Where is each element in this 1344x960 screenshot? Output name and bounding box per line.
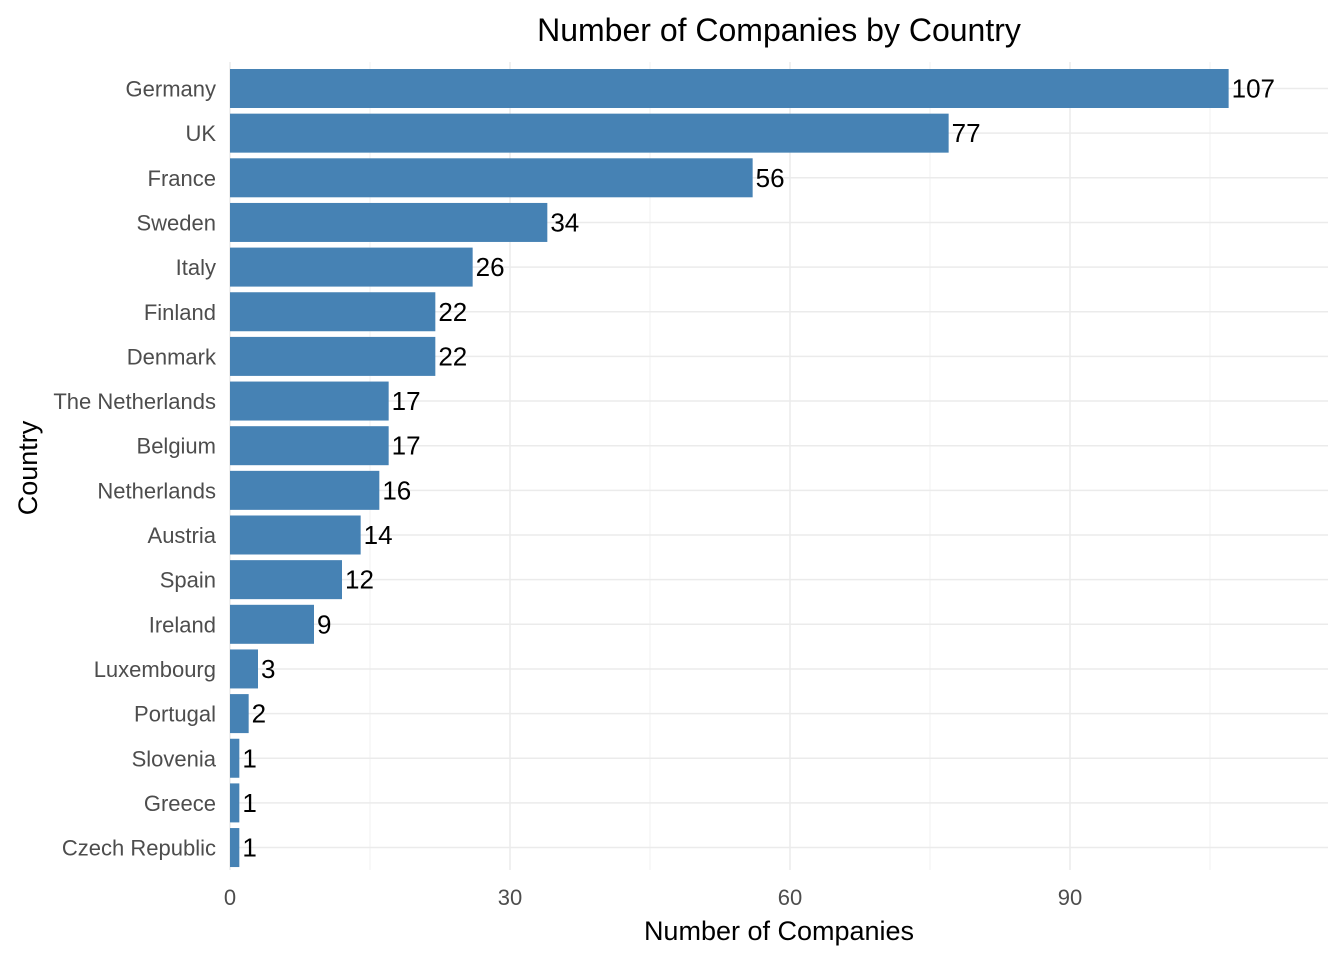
bar (230, 336, 436, 376)
bar (230, 202, 548, 242)
bar (230, 69, 1229, 108)
bar-value-label: 17 (392, 386, 421, 416)
y-tick-label: Belgium (137, 434, 216, 459)
bar-value-label: 14 (364, 520, 393, 550)
bar-value-labels: 107 77 56 34 26 22 22 17 17 16 14 12 9 3 2 1 1 1 (242, 74, 1275, 863)
y-tick-label: Spain (160, 568, 216, 593)
y-tick-label: Netherlands (97, 478, 216, 503)
y-axis-tick-labels: Germany UK France Sweden Italy Finland Denmark… (53, 77, 217, 861)
bar-value-label: 56 (756, 163, 785, 193)
x-axis-tick-labels: 0 30 60 90 (224, 885, 1082, 910)
bar (230, 470, 380, 510)
bar (230, 738, 240, 778)
bars (230, 69, 1229, 868)
y-tick-label: Portugal (134, 702, 216, 727)
bar-value-label: 107 (1232, 74, 1275, 104)
y-tick-label: France (148, 166, 216, 191)
y-axis-title: Country (13, 420, 43, 515)
bar (230, 292, 436, 332)
y-tick-label: Slovenia (132, 746, 217, 771)
bar (230, 426, 389, 466)
bar (230, 560, 342, 600)
bar (230, 113, 949, 153)
y-tick-label: Germany (126, 77, 216, 102)
bar-value-label: 3 (261, 654, 275, 684)
bar (230, 247, 473, 287)
x-tick-label: 30 (498, 885, 522, 910)
bar-value-label: 9 (317, 609, 331, 639)
bar-value-label: 77 (952, 118, 981, 148)
bar-value-label: 34 (550, 207, 579, 237)
bar-value-label: 22 (438, 297, 467, 327)
y-tick-label: Ireland (149, 612, 216, 637)
x-axis-title: Number of Companies (644, 916, 914, 946)
y-tick-label: Sweden (136, 210, 216, 235)
chart-title: Number of Companies by Country (537, 12, 1021, 48)
bar-value-label: 1 (242, 743, 256, 773)
bar-value-label: 22 (438, 341, 467, 371)
bar (230, 381, 389, 421)
bar-value-label: 2 (252, 699, 266, 729)
bar-value-label: 12 (345, 565, 374, 595)
y-tick-label: Greece (144, 791, 216, 816)
bar-value-label: 1 (242, 788, 256, 818)
y-tick-label: Denmark (127, 344, 217, 369)
x-tick-label: 0 (224, 885, 236, 910)
bar-value-label: 16 (382, 475, 411, 505)
y-tick-label: Luxembourg (94, 657, 216, 682)
bar (230, 828, 240, 868)
y-tick-label: Italy (176, 255, 216, 280)
y-tick-label: The Netherlands (53, 389, 216, 414)
bar-value-label: 17 (392, 431, 421, 461)
x-tick-label: 60 (778, 885, 802, 910)
bar (230, 694, 249, 734)
x-tick-label: 90 (1058, 885, 1082, 910)
bar (230, 604, 314, 644)
bar-value-label: 1 (242, 833, 256, 863)
bar (230, 515, 361, 555)
bar (230, 649, 258, 689)
y-tick-label: UK (185, 121, 216, 146)
bar (230, 158, 753, 198)
y-tick-label: Finland (144, 300, 216, 325)
bar (230, 783, 240, 823)
bar-value-label: 26 (476, 252, 505, 282)
y-tick-label: Austria (148, 523, 217, 548)
y-tick-label: Czech Republic (62, 836, 216, 861)
